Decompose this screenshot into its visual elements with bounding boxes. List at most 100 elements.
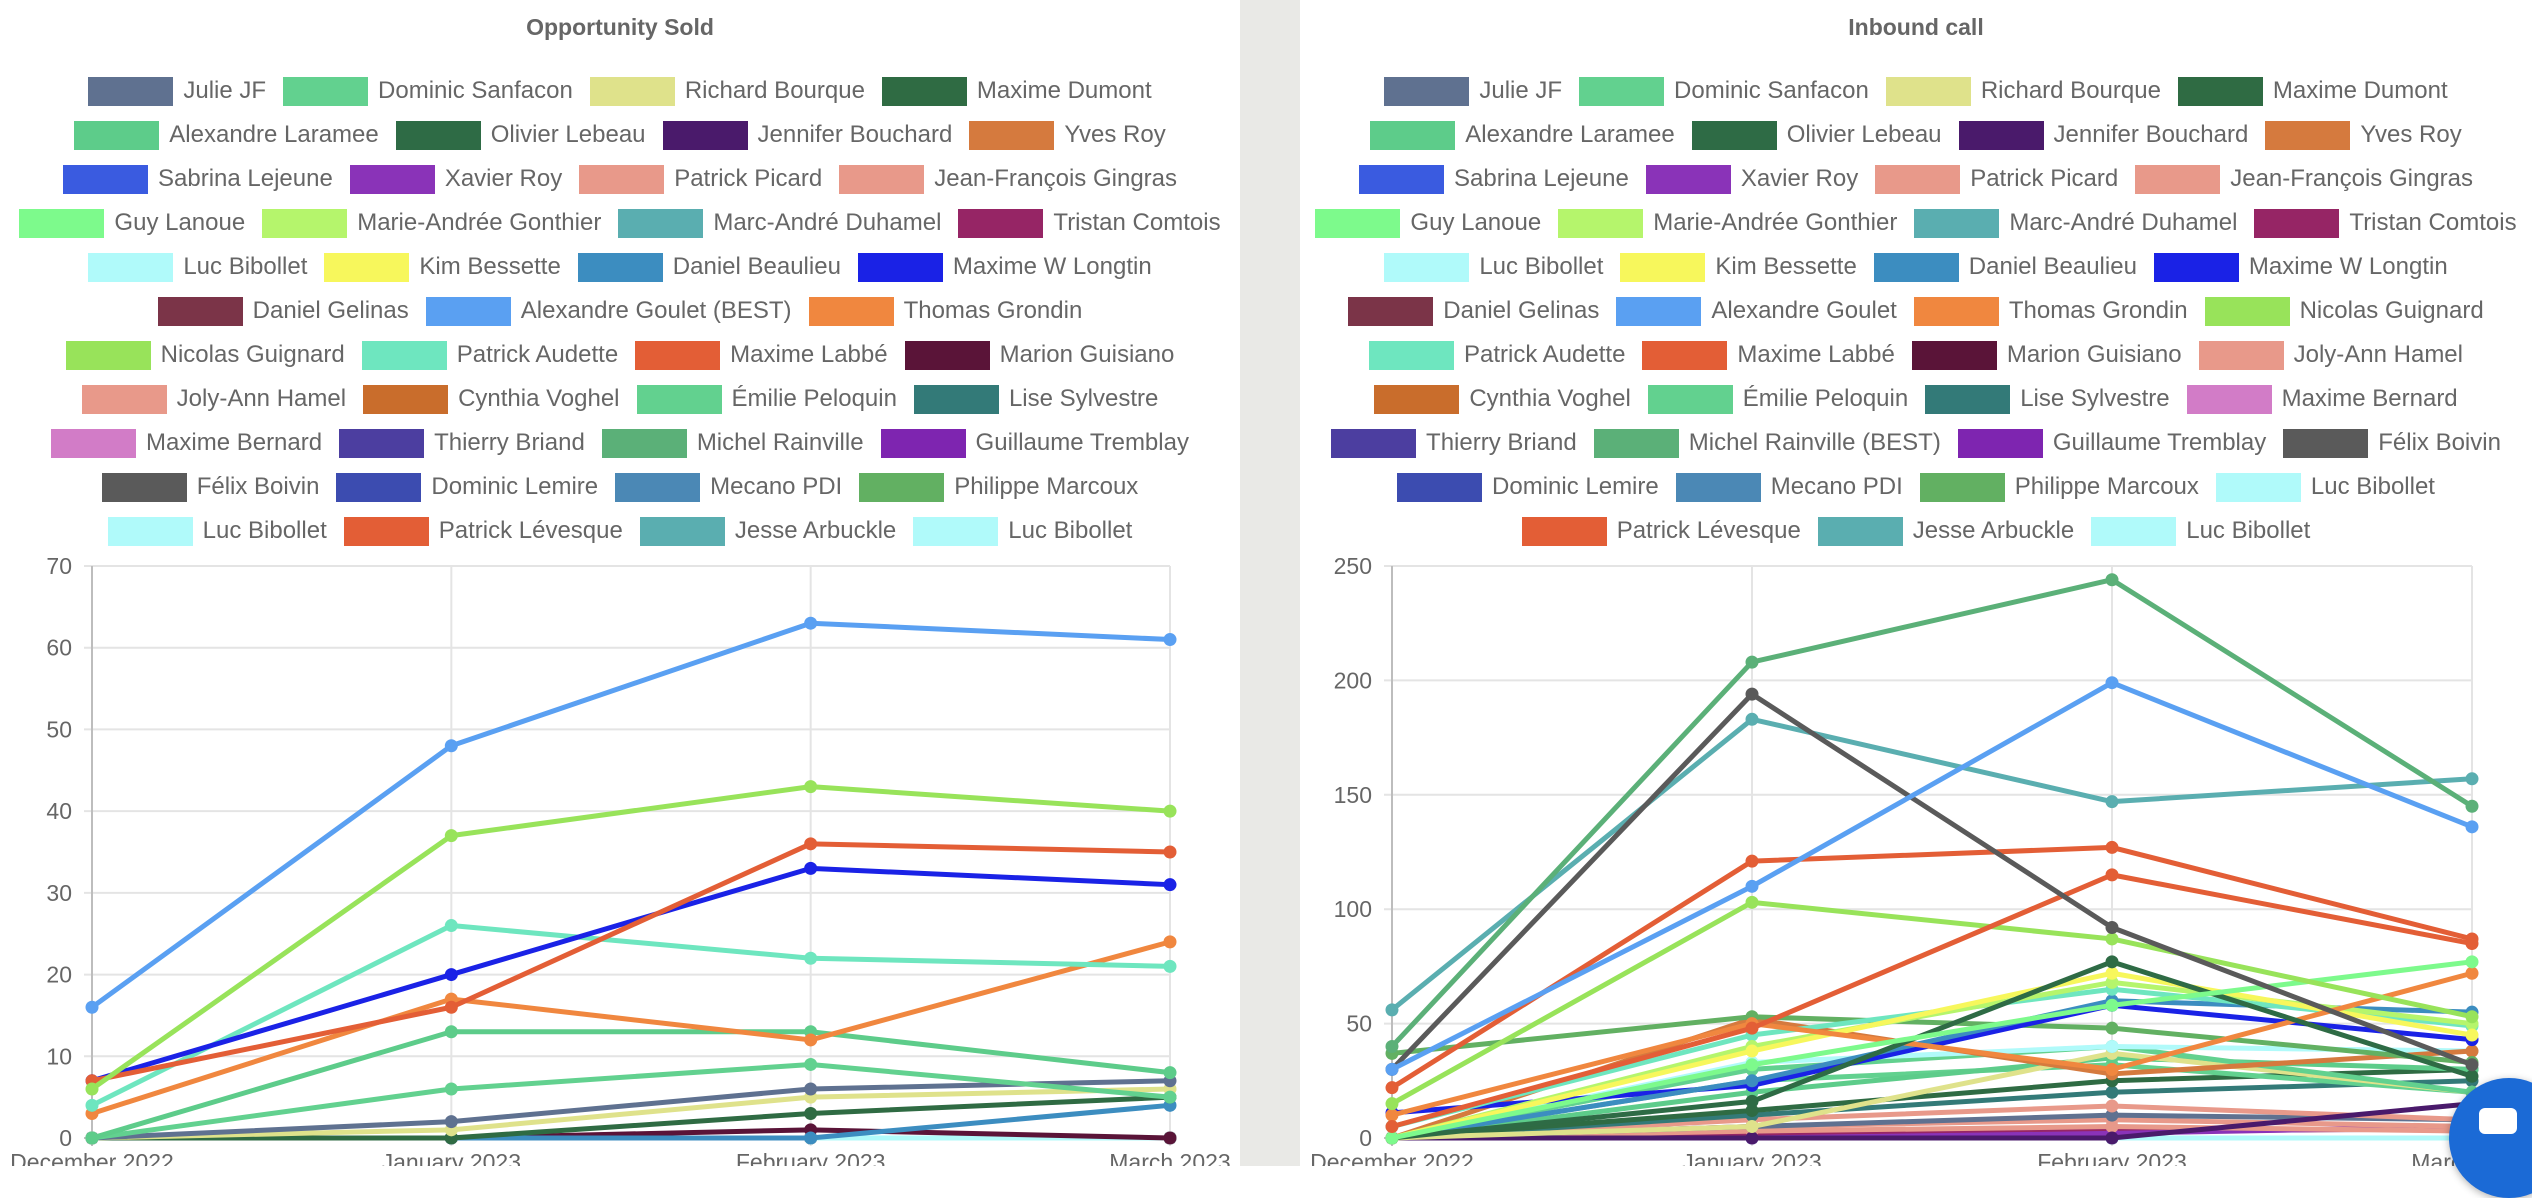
legend-item[interactable]: Guillaume Tremblay — [1957, 425, 2266, 461]
legend-item[interactable]: Thomas Grondin — [1913, 293, 2188, 329]
legend-label: Mecano PDI — [1770, 473, 1903, 500]
legend-item[interactable]: Joly-Ann Hamel — [81, 381, 346, 417]
legend-item[interactable]: Daniel Beaulieu — [1873, 249, 2137, 285]
legend-item[interactable]: Richard Bourque — [1885, 73, 2161, 109]
legend-label: Xavier Roy — [444, 165, 563, 192]
legend-item[interactable]: Xavier Roy — [1645, 161, 1858, 197]
legend-item[interactable]: Daniel Gelinas — [157, 293, 409, 329]
legend-item[interactable]: Philippe Marcoux — [859, 469, 1138, 505]
legend-item[interactable]: Patrick Audette — [1368, 337, 1625, 373]
legend-item[interactable]: Maxime W Longtin — [857, 249, 1152, 285]
legend-item[interactable]: Daniel Gelinas — [1348, 293, 1599, 329]
legend-item[interactable]: Alexandre Goulet — [1616, 293, 1897, 329]
legend-item[interactable]: Luc Bibollet — [913, 513, 1132, 549]
legend-item[interactable]: Jean-François Gingras — [839, 161, 1177, 197]
legend-item[interactable]: Thomas Grondin — [808, 293, 1082, 329]
legend-item[interactable]: Mecano PDI — [615, 469, 842, 505]
legend-item[interactable]: Jesse Arbuckle — [1817, 513, 2074, 549]
legend-item[interactable]: Marion Guisiano — [1911, 337, 2182, 373]
legend-item[interactable]: Cynthia Voghel — [1374, 381, 1631, 417]
legend-item[interactable]: Maxime Dumont — [881, 73, 1152, 109]
legend-item[interactable]: Yves Roy — [2265, 117, 2462, 153]
legend-item[interactable]: Maxime Bernard — [51, 425, 322, 461]
legend-item[interactable]: Luc Bibollet — [107, 513, 327, 549]
legend-item[interactable]: Olivier Lebeau — [1691, 117, 1942, 153]
legend-item[interactable]: Marc-André Duhamel — [618, 205, 941, 241]
legend-item[interactable]: Dominic Lemire — [336, 469, 598, 505]
legend-item[interactable]: Dominic Sanfacon — [283, 73, 573, 109]
legend-item[interactable]: Maxime Labbé — [1642, 337, 1895, 373]
legend-item[interactable]: Julie JF — [1384, 73, 1562, 109]
legend-item[interactable]: Lise Sylvestre — [1925, 381, 2170, 417]
legend-item[interactable]: Luc Bibollet — [2091, 513, 2310, 549]
legend-item[interactable]: Richard Bourque — [589, 73, 865, 109]
data-point — [85, 1098, 99, 1112]
data-point — [2465, 1058, 2479, 1072]
data-point — [804, 1106, 818, 1120]
legend-item[interactable]: Olivier Lebeau — [395, 117, 646, 153]
legend-item[interactable]: Marie-Andrée Gonthier — [1558, 205, 1897, 241]
legend-item[interactable]: Jesse Arbuckle — [639, 513, 897, 549]
legend-item[interactable]: Patrick Lévesque — [343, 513, 623, 549]
legend-item[interactable]: Cynthia Voghel — [363, 381, 620, 417]
legend-item[interactable]: Jennifer Bouchard — [1958, 117, 2248, 153]
legend-item[interactable]: Guy Lanoue — [19, 205, 245, 241]
legend-item[interactable]: Tristan Comtois — [958, 205, 1221, 241]
legend-item[interactable]: Jean-François Gingras — [2135, 161, 2473, 197]
legend-item[interactable]: Patrick Audette — [361, 337, 618, 373]
legend-item[interactable]: Nicolas Guignard — [65, 337, 345, 373]
legend-item[interactable]: Xavier Roy — [349, 161, 563, 197]
legend-item[interactable]: Yves Roy — [969, 117, 1166, 153]
legend-item[interactable]: Félix Boivin — [101, 469, 319, 505]
legend-item[interactable]: Félix Boivin — [2283, 425, 2501, 461]
legend-item[interactable]: Luc Bibollet — [2215, 469, 2435, 505]
legend-item[interactable]: Maxime Bernard — [2186, 381, 2458, 417]
legend-item[interactable]: Alexandre Laramee — [74, 117, 379, 153]
legend-item[interactable]: Maxime Dumont — [2177, 73, 2448, 109]
legend-item[interactable]: Patrick Picard — [1875, 161, 2118, 197]
legend-item[interactable]: Lise Sylvestre — [913, 381, 1158, 417]
legend-item[interactable]: Luc Bibollet — [1384, 249, 1603, 285]
legend-item[interactable]: Émilie Peloquin — [1647, 381, 1908, 417]
data-point — [2105, 932, 2119, 946]
legend-item[interactable]: Thierry Briand — [1331, 425, 1577, 461]
legend-item[interactable]: Marie-Andrée Gonthier — [262, 205, 601, 241]
legend-item[interactable]: Marc-André Duhamel — [1914, 205, 2237, 241]
legend-item[interactable]: Guy Lanoue — [1315, 205, 1541, 241]
data-point — [444, 1082, 458, 1096]
legend-swatch — [958, 208, 1044, 238]
legend-label: Jesse Arbuckle — [734, 517, 897, 544]
legend-item[interactable]: Émilie Peloquin — [636, 381, 897, 417]
legend-item[interactable]: Mecano PDI — [1675, 469, 1903, 505]
legend-item[interactable]: Nicolas Guignard — [2204, 293, 2484, 329]
panel-divider — [1240, 0, 1300, 1166]
legend-item[interactable]: Luc Bibollet — [88, 249, 307, 285]
legend-item[interactable]: Patrick Picard — [579, 161, 822, 197]
legend-item[interactable]: Philippe Marcoux — [1919, 469, 2199, 505]
legend-item[interactable]: Dominic Lemire — [1397, 469, 1659, 505]
legend-item[interactable]: Sabrina Lejeune — [63, 161, 333, 197]
legend-item[interactable]: Maxime Labbé — [635, 337, 888, 373]
legend-item[interactable]: Daniel Beaulieu — [577, 249, 841, 285]
legend-item[interactable]: Julie JF — [88, 73, 266, 109]
legend-item[interactable]: Joly-Ann Hamel — [2198, 337, 2463, 373]
legend-item[interactable]: Michel Rainville (BEST) — [1593, 425, 1941, 461]
legend-item[interactable]: Sabrina Lejeune — [1359, 161, 1629, 197]
legend-item[interactable]: Patrick Lévesque — [1521, 513, 1801, 549]
legend-item[interactable]: Alexandre Goulet (BEST) — [425, 293, 792, 329]
legend-swatch — [101, 472, 187, 502]
legend-item[interactable]: Alexandre Laramee — [1370, 117, 1675, 153]
legend-item[interactable]: Thierry Briand — [339, 425, 585, 461]
legend-item[interactable]: Marion Guisiano — [904, 337, 1174, 373]
legend-item[interactable]: Maxime W Longtin — [2153, 249, 2448, 285]
data-point — [2105, 1108, 2119, 1122]
legend-item[interactable]: Dominic Sanfacon — [1579, 73, 1869, 109]
legend-item[interactable]: Kim Bessette — [324, 249, 561, 285]
legend-item[interactable]: Tristan Comtois — [2254, 205, 2517, 241]
legend-swatch — [425, 296, 511, 326]
legend-item[interactable]: Guillaume Tremblay — [880, 425, 1189, 461]
legend-item[interactable]: Michel Rainville — [601, 425, 864, 461]
legend-item[interactable]: Jennifer Bouchard — [662, 117, 952, 153]
legend-item[interactable]: Kim Bessette — [1620, 249, 1857, 285]
data-point — [2105, 795, 2119, 809]
